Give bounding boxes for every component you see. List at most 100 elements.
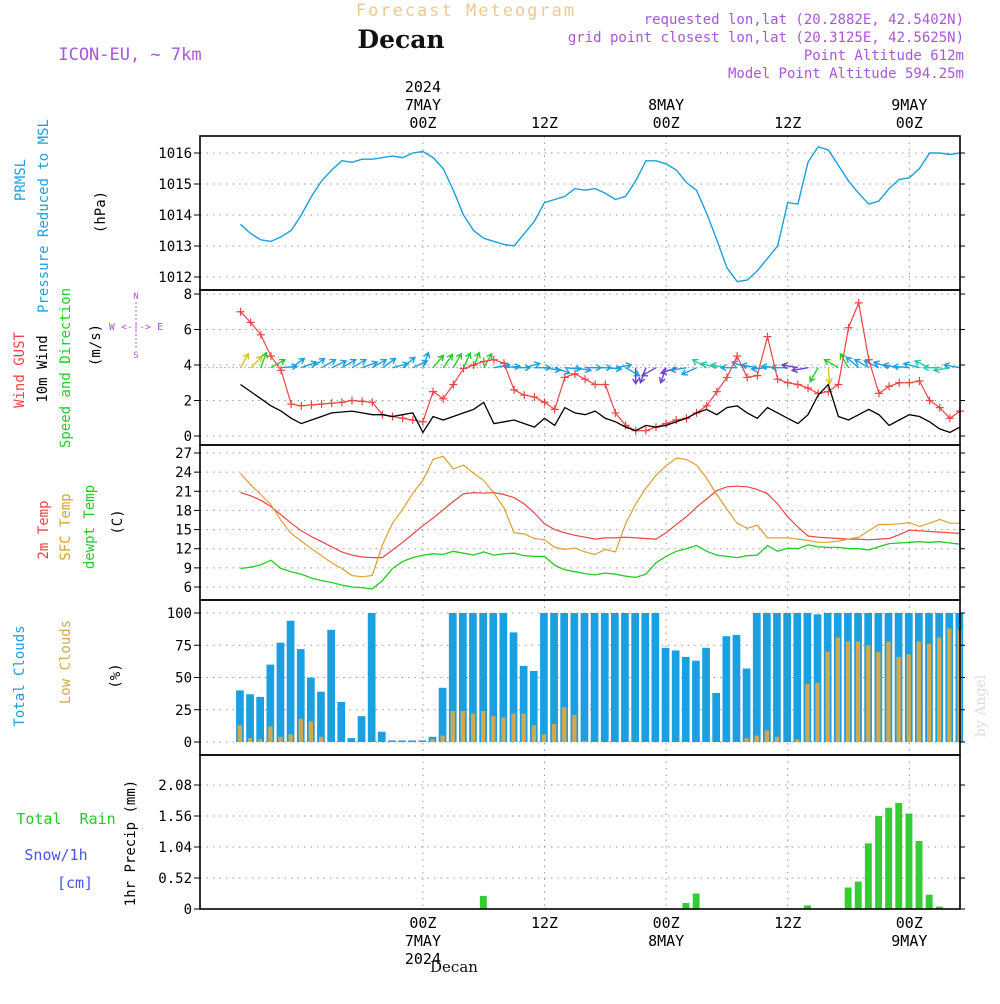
gust-marker — [895, 378, 904, 387]
total-cloud-bar — [448, 613, 457, 742]
ytick-label-pressure: 1014 — [158, 208, 192, 224]
total-cloud-bar — [296, 649, 305, 742]
total-cloud-bar — [408, 740, 416, 742]
wind-arrow — [462, 351, 472, 368]
low-cloud-bar — [916, 641, 921, 742]
gust-marker — [489, 355, 498, 364]
low-cloud-bar — [501, 717, 506, 742]
ytick-label-temp: 9 — [184, 561, 192, 577]
total-cloud-bar — [499, 613, 508, 742]
wind-arrow — [524, 361, 542, 369]
temp-unit: (C) — [110, 509, 126, 534]
rain-bar — [885, 807, 893, 909]
low-cloud-bar — [278, 736, 283, 742]
gust-marker — [418, 417, 427, 426]
temp-2m-series-line — [240, 485, 961, 559]
rain-bar — [895, 802, 903, 909]
rain-bar — [804, 905, 811, 909]
low-cloud-bar — [815, 682, 820, 742]
wind-arrow — [554, 367, 571, 375]
gust-marker — [915, 376, 924, 385]
model-label: ICON-EU, ~ 7km — [58, 45, 201, 65]
watermark: by Angel — [973, 674, 989, 737]
wind-arrow — [503, 363, 522, 371]
ytick-label-temp: 24 — [175, 465, 192, 481]
rain-bar — [905, 813, 913, 909]
wind-arrow — [902, 361, 920, 369]
gust-marker — [793, 380, 802, 389]
rain-bar — [692, 893, 700, 909]
ytick-label-wind: 0 — [184, 429, 192, 445]
total-cloud-bar — [479, 613, 487, 742]
wind-arrow — [250, 355, 263, 369]
cloud-labels: Total Clouds Low Clouds (%) — [12, 620, 124, 727]
total-cloud-bar — [256, 696, 264, 742]
time-label-top: 7MAY — [405, 96, 441, 114]
temp-dewpt-series-line — [240, 541, 961, 590]
gust-marker — [641, 426, 650, 435]
total-cloud-bar — [813, 614, 822, 742]
wind-arrow — [239, 352, 250, 369]
ytick-label-clouds: 100 — [167, 606, 192, 622]
time-label-top: 8MAY — [648, 96, 684, 114]
y-tick-labels: 1012101310141015101602468691215182124270… — [158, 146, 965, 918]
wind-arrow — [321, 358, 337, 369]
low-cloud-bar — [481, 711, 486, 742]
pressure-label-prmsl: PRMSL — [13, 159, 29, 201]
total-cloud-bar — [286, 620, 295, 742]
low-cloud-bar — [896, 656, 901, 742]
wind-arrow — [825, 367, 833, 385]
total-cloud-bar — [600, 613, 609, 742]
temp-label-dewpt: dewpt Temp — [82, 485, 98, 569]
rain-bar — [935, 906, 943, 909]
low-cloud-bar — [855, 641, 861, 742]
low-cloud-bar — [450, 711, 455, 742]
wind-arrow — [311, 357, 326, 369]
gust-marker — [317, 400, 326, 409]
wind-arrow — [341, 358, 357, 369]
panel-frame-pressure — [199, 135, 961, 291]
gust-marker — [277, 366, 286, 375]
temp-labels: 2m Temp SFC Temp dewpt Temp (C) — [36, 485, 126, 569]
gust-marker — [753, 371, 762, 380]
gust-marker — [459, 364, 468, 373]
wind-arrow — [640, 367, 657, 377]
wind-arrow — [625, 367, 641, 377]
gust-marker — [550, 405, 559, 414]
total-cloud-bar — [489, 613, 498, 742]
gust-marker — [773, 375, 782, 384]
total-cloud-bar — [681, 656, 690, 742]
wind-arrow — [680, 367, 697, 376]
time-label-bottom: 2024 — [405, 950, 441, 968]
low-cloud-bar — [835, 637, 840, 742]
precip-labels: Total Rain Snow/1h [cm] 1hr Precip (mm) — [16, 780, 139, 906]
low-cloud-bar — [937, 637, 942, 742]
total-cloud-bar — [246, 694, 254, 742]
compass-s: S — [133, 351, 138, 361]
total-cloud-bar — [590, 613, 599, 742]
total-cloud-bar — [398, 740, 406, 742]
gust-marker — [905, 378, 914, 387]
ytick-label-precip: 2.08 — [158, 778, 192, 794]
gust-marker — [763, 332, 772, 341]
low-cloud-bar — [521, 713, 526, 742]
gust-marker — [479, 357, 488, 366]
wind-arrow — [659, 367, 677, 375]
time-label-top: 2024 — [405, 78, 441, 96]
time-label-top: 12Z — [531, 114, 558, 132]
gust-marker — [398, 414, 407, 423]
low-cloud-bar — [845, 641, 851, 742]
total-cloud-bar — [519, 665, 528, 742]
total-cloud-bar — [266, 664, 275, 742]
wind-unit: (m/s) — [88, 324, 104, 366]
location-title: Decan — [357, 25, 444, 54]
ytick-label-precip: 1.04 — [158, 840, 192, 856]
ytick-label-temp: 21 — [175, 484, 192, 500]
wind-arrow — [514, 364, 532, 372]
wind-arrow — [281, 363, 299, 371]
ytick-label-pressure: 1016 — [158, 146, 192, 162]
ytick-label-wind: 2 — [184, 394, 192, 410]
wind-arrow — [882, 362, 900, 370]
low-cloud-bar — [258, 739, 263, 742]
